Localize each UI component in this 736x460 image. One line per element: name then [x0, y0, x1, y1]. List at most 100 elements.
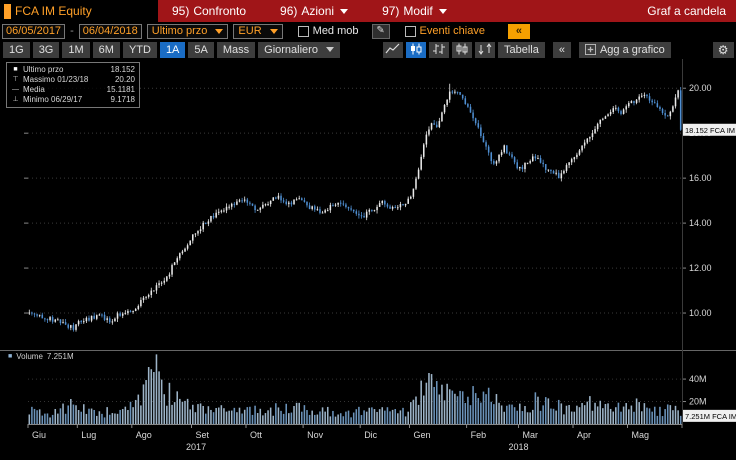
candles: [28, 83, 682, 332]
period-button-1a[interactable]: 1A: [159, 41, 186, 58]
chart-style-label: Graf a candela: [647, 4, 726, 18]
collapse-button[interactable]: «: [552, 41, 571, 58]
last-price-marker-label: 18.152 FCA IM: [685, 126, 735, 135]
legend-value: 20.20: [114, 75, 135, 84]
series-marker-icon: ■: [13, 66, 18, 73]
price-axis-label: 10.00: [689, 308, 712, 318]
price-axis-label: 12.00: [689, 263, 712, 273]
legend-label: Massimo 01/23/18: [23, 75, 89, 84]
menu-key: 97): [382, 4, 400, 18]
axes: 20.0018.0016.0014.0012.0010.0040M20MGiuL…: [0, 59, 736, 452]
chart-toolbar-right: Tabella « Agg a grafico ⚙: [497, 41, 736, 58]
date-from-input[interactable]: 06/05/2017: [2, 23, 66, 39]
last-price-marker: [683, 123, 736, 136]
line-chart-icon: [385, 43, 400, 53]
menu-key: 96): [280, 4, 298, 18]
legend-value: 9.1718: [110, 95, 135, 104]
med-mob-label: Med mob: [312, 25, 359, 37]
period-button-3g[interactable]: 3G: [32, 41, 60, 58]
candlestick-icon: [410, 43, 422, 54]
gridlines: [28, 87, 682, 403]
menu-label: Modif: [403, 4, 433, 18]
period-button-1m[interactable]: 1M: [62, 41, 90, 58]
menu-confronto[interactable]: 95) Confronto: [172, 4, 246, 18]
chart-legend[interactable]: ■ Ultimo przo 18.152 ⊤ Massimo 01/23/18 …: [6, 62, 140, 108]
chevron-down-icon: [215, 28, 224, 34]
high-marker-icon: ⊤: [12, 76, 19, 83]
menu-azioni[interactable]: 96) Azioni: [280, 4, 349, 18]
price-field-dropdown[interactable]: Ultimo przo: [146, 23, 229, 39]
chevron-down-icon: [340, 8, 349, 14]
last-volume-marker-label: 7.251M FCA IM: [685, 412, 736, 421]
period-button-ytd[interactable]: YTD: [122, 41, 157, 58]
month-label: Dic: [364, 430, 377, 440]
period-button-6m[interactable]: 6M: [92, 41, 120, 58]
add-to-chart-label: Agg a grafico: [599, 43, 665, 56]
date-to-input[interactable]: 06/04/2018: [78, 23, 142, 39]
menu-modif[interactable]: 97) Modif: [382, 4, 447, 18]
hollow-candle-type-button[interactable]: [451, 41, 472, 58]
period-button-5a[interactable]: 5A: [188, 41, 214, 58]
legend-value: 18.152: [110, 65, 135, 74]
line-chart-type-button[interactable]: [382, 41, 403, 58]
settings-gear-button[interactable]: ⚙: [712, 41, 734, 58]
window-titlebar: FCA IM Equity 95) Confronto 96) Azioni 9…: [0, 0, 736, 22]
year-label: 2018: [508, 442, 528, 452]
cursor-block-icon: [4, 3, 11, 19]
menu-label: Azioni: [301, 4, 335, 18]
series-marker-icon: ■: [8, 353, 13, 360]
table-button[interactable]: Tabella: [497, 41, 545, 58]
chevron-down-icon: [325, 47, 334, 52]
eventi-chiave-checkbox[interactable]: Eventi chiave: [404, 25, 485, 37]
med-mob-checkbox[interactable]: Med mob: [297, 25, 359, 37]
period-button-1g[interactable]: 1G: [3, 41, 30, 58]
chevron-down-icon: [438, 8, 447, 14]
price-axis-label: 20.00: [689, 83, 712, 93]
low-marker-icon: ⊥: [12, 96, 19, 103]
security-ticker-field[interactable]: FCA IM Equity: [0, 0, 158, 22]
legend-row: — Media 15.1181: [11, 85, 135, 95]
hollow-candle-icon: [456, 43, 468, 54]
month-label: Mar: [523, 430, 539, 440]
mean-marker-icon: —: [12, 86, 19, 93]
legend-value: 15.1181: [106, 85, 135, 94]
range-toolbar: 06/05/2017 - 06/04/2018 Ultimo przo EUR …: [0, 22, 736, 40]
month-label: Ott: [250, 430, 263, 440]
month-label: Giu: [32, 430, 46, 440]
volume-legend[interactable]: ■ Volume 7.251M: [8, 352, 74, 361]
date-range-separator: -: [70, 25, 74, 37]
legend-row: ■ Ultimo przo 18.152: [11, 65, 135, 75]
candlestick-chart[interactable]: 20.0018.0016.0014.0012.0010.0040M20MGiuL…: [0, 59, 736, 455]
month-label: Gen: [414, 430, 431, 440]
chart-area: 20.0018.0016.0014.0012.0010.0040M20MGiuL…: [0, 59, 736, 455]
month-label: Set: [196, 430, 210, 440]
month-label: Ago: [136, 430, 152, 440]
month-label: Mag: [632, 430, 650, 440]
ohlc-bars-icon: [432, 43, 445, 54]
volume-bars: [28, 354, 682, 424]
month-label: Apr: [577, 430, 591, 440]
up-down-arrows-button[interactable]: [474, 41, 495, 58]
legend-label: Minimo 06/29/17: [23, 95, 83, 104]
currency-value: EUR: [238, 25, 262, 37]
legend-label: Media: [23, 85, 45, 94]
candlestick-type-button[interactable]: [405, 41, 426, 58]
legend-row: ⊤ Massimo 01/23/18 20.20: [11, 75, 135, 85]
price-axis-label: 16.00: [689, 173, 712, 183]
up-down-arrows-icon: [478, 42, 492, 55]
period-button-mass[interactable]: Mass: [216, 41, 256, 58]
panel-toggle-button[interactable]: «: [507, 23, 530, 39]
ohlc-bars-type-button[interactable]: [428, 41, 449, 58]
frequency-dropdown[interactable]: Giornaliero: [258, 41, 340, 58]
add-to-chart-button[interactable]: Agg a grafico: [578, 41, 671, 58]
month-label: Lug: [81, 430, 96, 440]
menu-key: 95): [172, 4, 190, 18]
price-axis-label: 14.00: [689, 218, 712, 228]
volume-legend-label: Volume: [16, 352, 43, 361]
chevron-down-icon: [269, 28, 278, 34]
currency-dropdown[interactable]: EUR: [233, 23, 283, 39]
volume-legend-value: 7.251M: [46, 352, 74, 361]
checkbox-icon: [297, 25, 309, 37]
annotate-pencil-button[interactable]: ✎: [371, 23, 390, 39]
menubar: 95) Confronto 96) Azioni 97) Modif: [172, 0, 447, 22]
